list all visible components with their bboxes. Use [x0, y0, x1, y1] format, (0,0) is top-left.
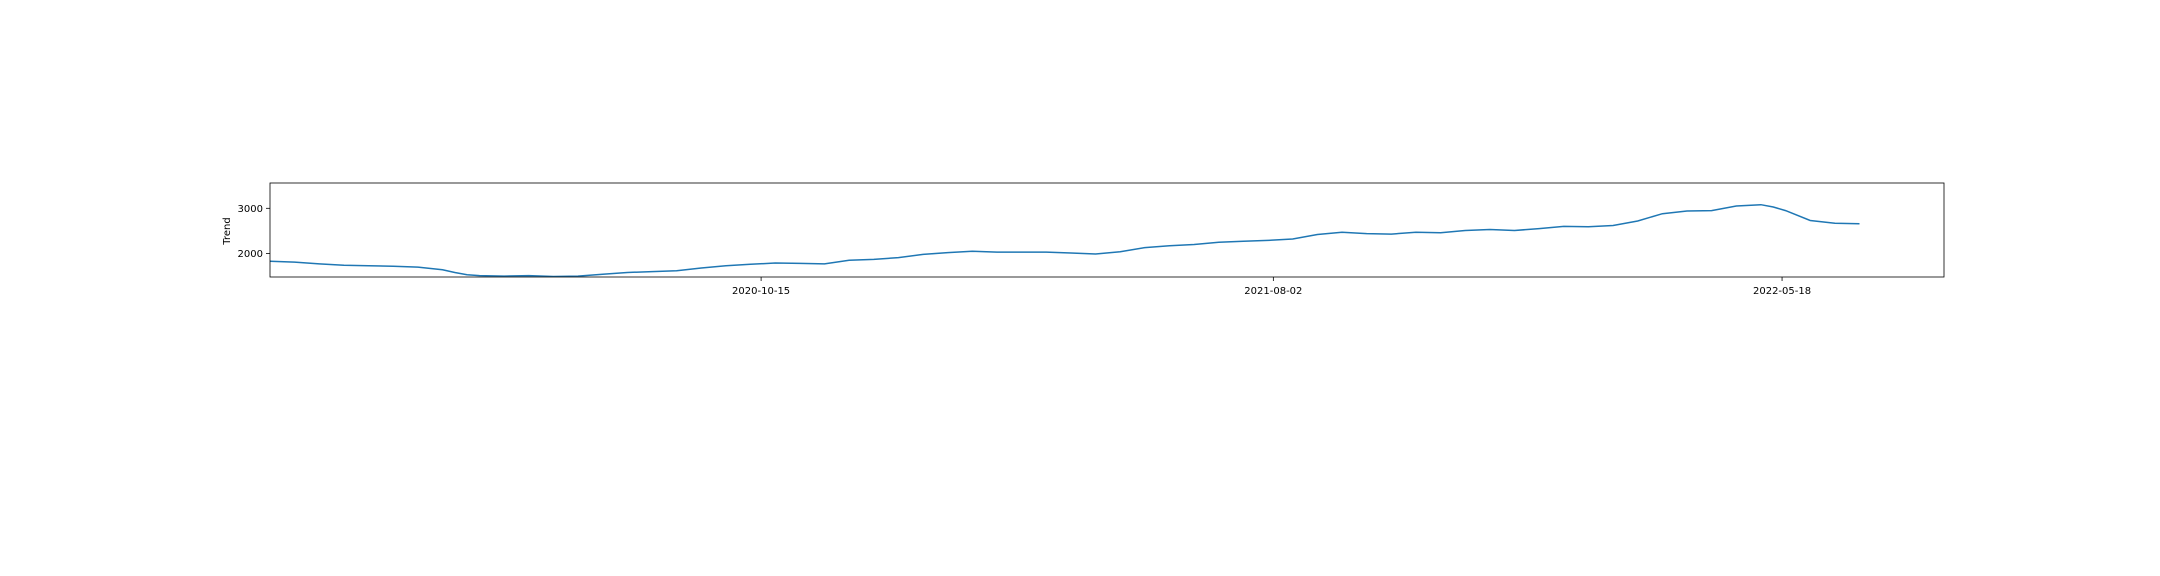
x-tick-label: 2020-10-15 [732, 286, 790, 297]
plot-frame [269, 182, 1945, 278]
y-axis-label: Trend [222, 217, 233, 245]
y-tick-label: 2000 [238, 249, 263, 260]
y-tick-label: 3000 [238, 204, 263, 215]
x-tick-label: 2022-05-18 [1753, 286, 1811, 297]
plot-area: 2020-10-15 2021-08-02 2022-05-18 2000 3000 [238, 182, 1945, 297]
x-tick-label: 2021-08-02 [1244, 286, 1302, 297]
series-line-1 [270, 203, 1860, 277]
